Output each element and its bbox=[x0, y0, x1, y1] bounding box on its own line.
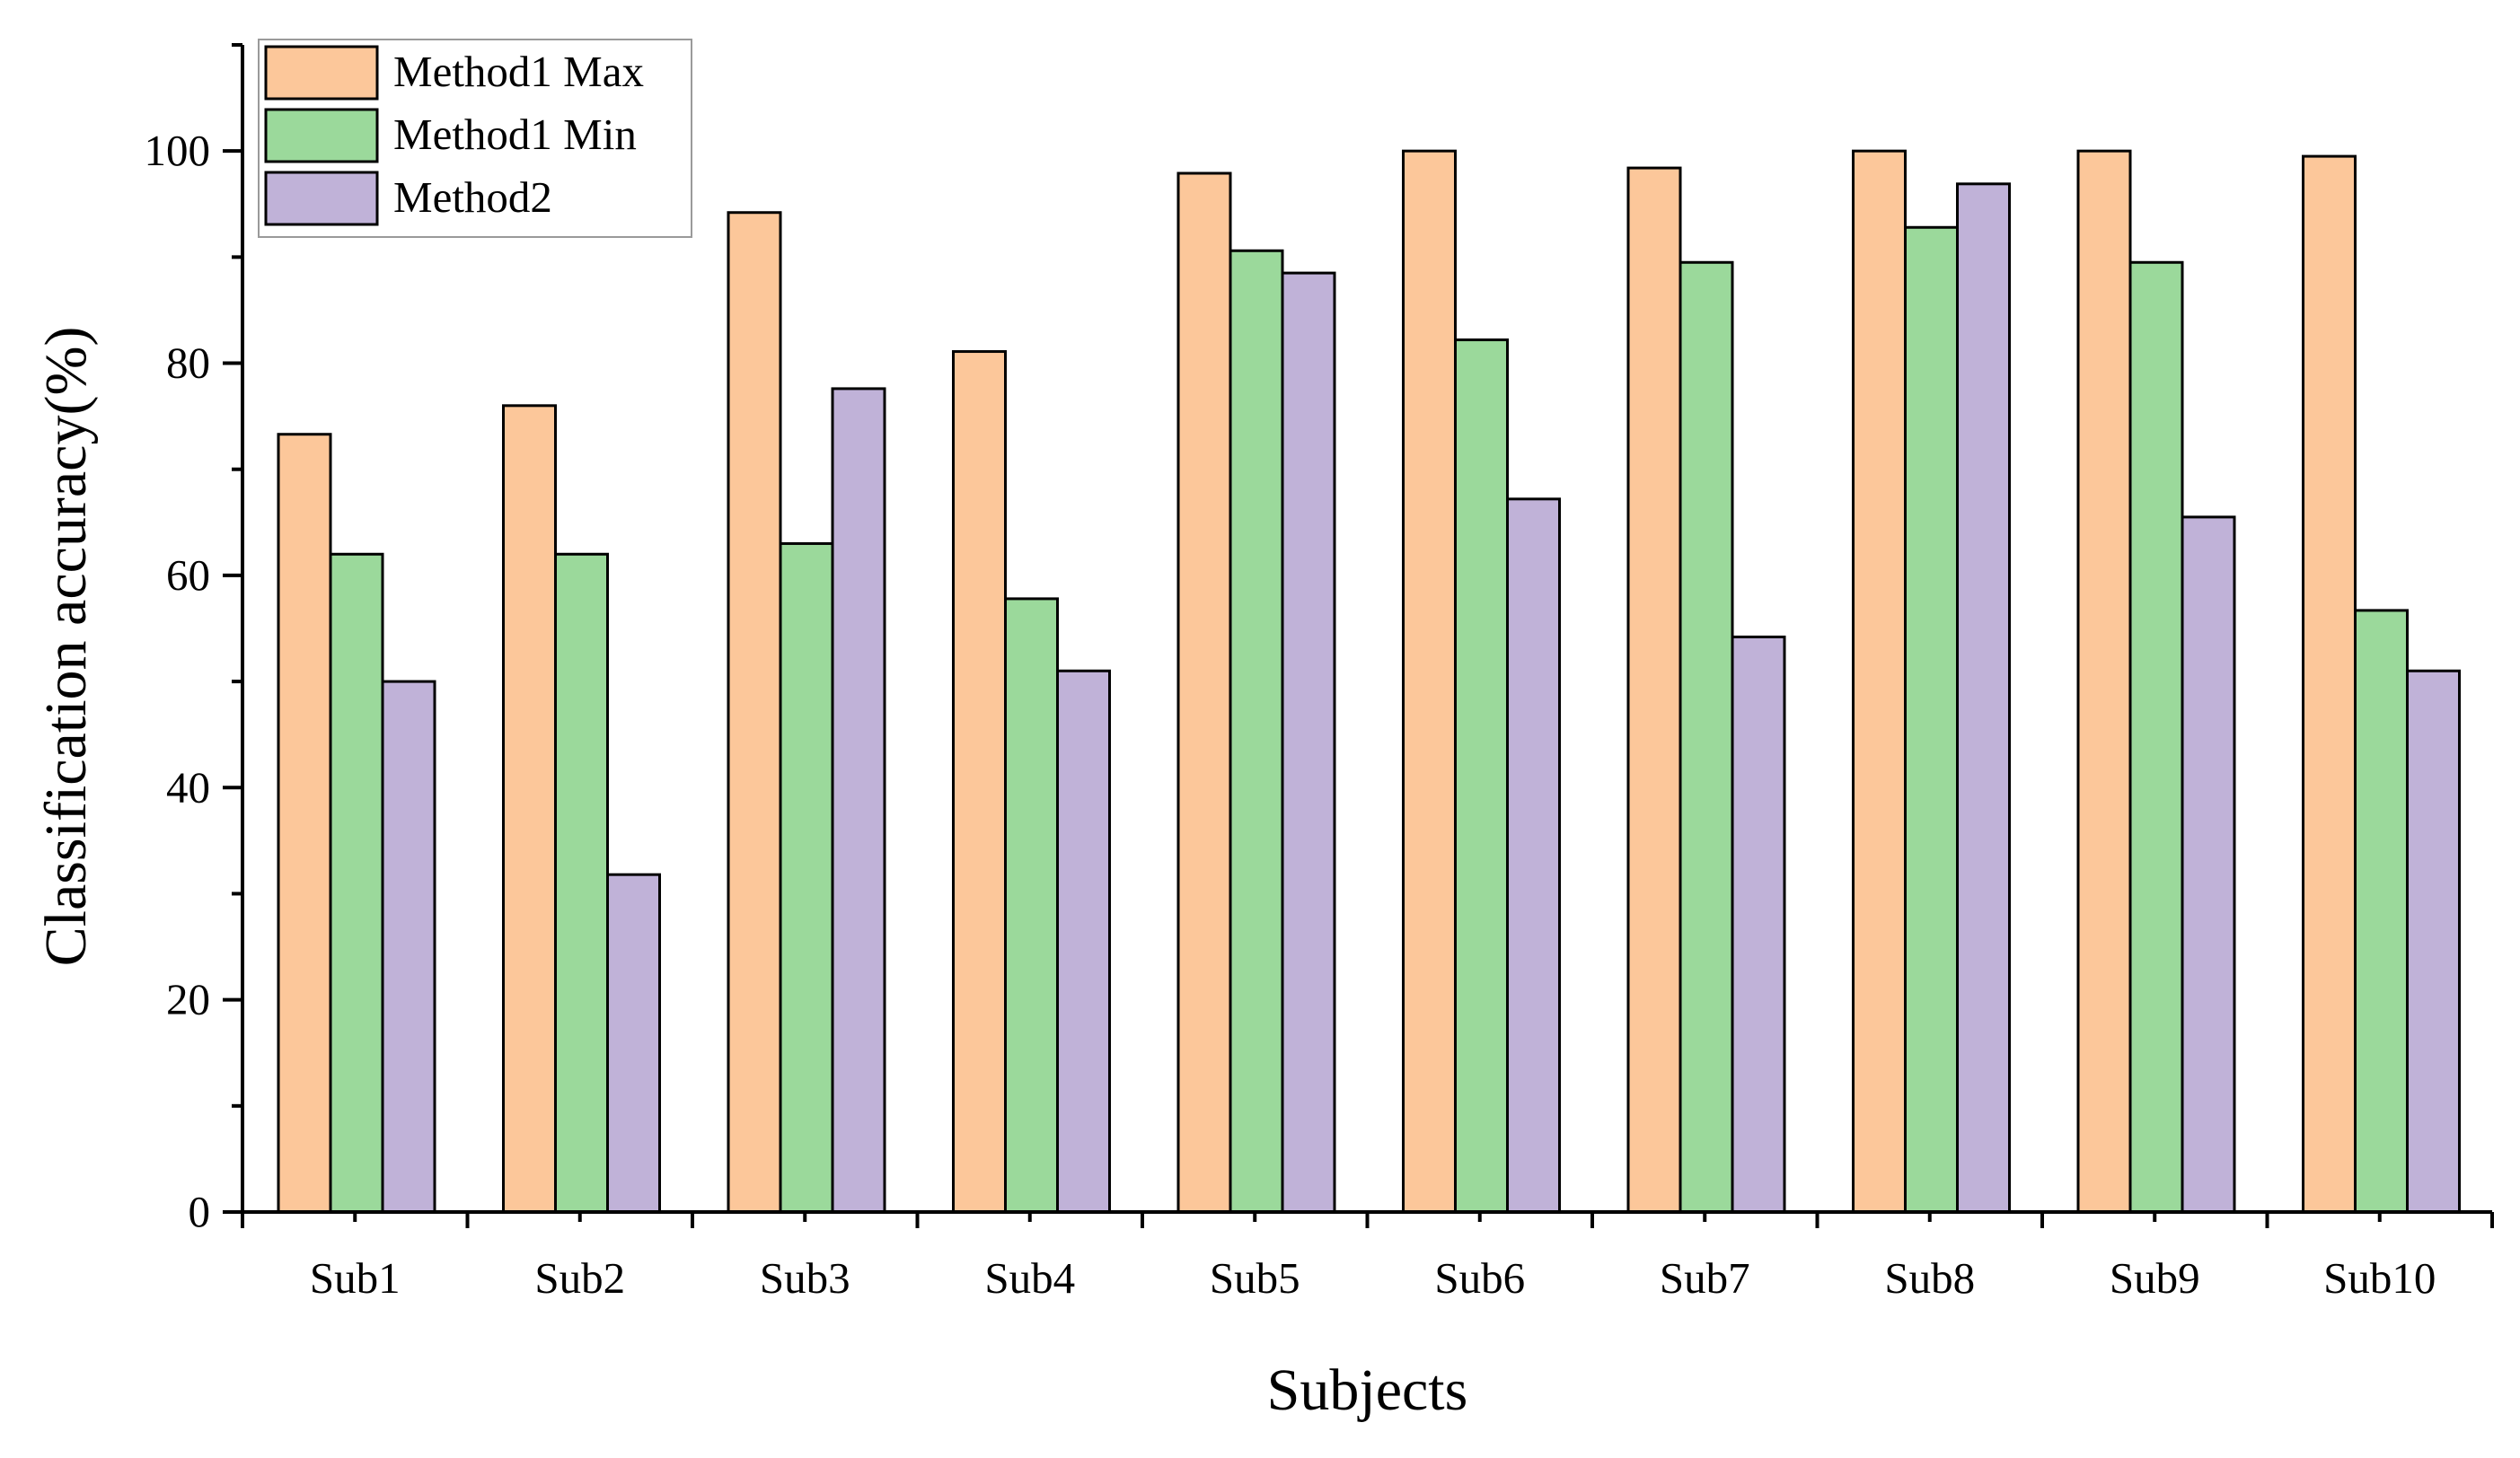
bar-sub1-series-1 bbox=[277, 433, 332, 1214]
bar-sub1-series-2 bbox=[329, 552, 384, 1214]
bars-layer bbox=[277, 149, 2461, 1214]
legend-swatch-series-3 bbox=[264, 171, 379, 226]
x-tick-label-sub4: Sub4 bbox=[984, 1253, 1075, 1303]
legend-swatch-series-1 bbox=[264, 45, 379, 101]
bar-sub2-series-1 bbox=[502, 404, 557, 1214]
bar-sub4-series-2 bbox=[1004, 597, 1059, 1214]
bar-sub10-series-3 bbox=[2406, 669, 2461, 1214]
bar-sub8-series-1 bbox=[1852, 149, 1907, 1214]
y-axis-title: Classification accuracy(%) bbox=[33, 327, 99, 967]
bar-sub6-series-3 bbox=[1506, 497, 1561, 1214]
bar-sub5-series-1 bbox=[1176, 171, 1232, 1214]
bar-sub5-series-2 bbox=[1229, 249, 1284, 1214]
x-tick-label-sub7: Sub7 bbox=[1660, 1253, 1750, 1303]
y-tick-label: 40 bbox=[166, 762, 210, 812]
y-tick-label: 0 bbox=[189, 1187, 211, 1236]
legend-label-series-2: Method1 Min bbox=[393, 110, 637, 159]
y-tick-label: 100 bbox=[145, 126, 211, 175]
bar-sub10-series-2 bbox=[2354, 609, 2409, 1214]
x-ticks: Sub1 Sub2 Sub3 Sub4 Sub5 Sub6 Sub7 Sub8 Sub9 Sub1… bbox=[241, 1212, 2494, 1303]
legend: Method1 Max Method1 Min Method2 bbox=[258, 39, 692, 238]
bar-sub6-series-1 bbox=[1402, 149, 1457, 1214]
bar-sub3-series-2 bbox=[779, 541, 834, 1214]
bar-sub7-series-3 bbox=[1731, 635, 1786, 1214]
x-axis-title: Subjects bbox=[1267, 1357, 1468, 1423]
y-ticks: 0 20 40 60 80 100 bbox=[145, 43, 242, 1236]
bar-sub3-series-1 bbox=[727, 211, 782, 1214]
bar-sub1-series-3 bbox=[381, 680, 436, 1214]
bar-sub6-series-2 bbox=[1454, 338, 1509, 1214]
bar-sub2-series-2 bbox=[554, 552, 609, 1214]
bar-sub7-series-2 bbox=[1679, 260, 1734, 1214]
x-tick-label-sub5: Sub5 bbox=[1210, 1253, 1300, 1303]
bar-sub9-series-2 bbox=[2128, 260, 2184, 1214]
bar-sub9-series-1 bbox=[2076, 149, 2132, 1214]
legend-label-series-3: Method2 bbox=[393, 172, 552, 222]
x-tick-label-sub1: Sub1 bbox=[310, 1253, 401, 1303]
bar-sub5-series-3 bbox=[1281, 271, 1336, 1214]
x-tick-label-sub9: Sub9 bbox=[2110, 1253, 2200, 1303]
x-tick-label-sub6: Sub6 bbox=[1434, 1253, 1525, 1303]
y-tick-label: 20 bbox=[166, 975, 210, 1024]
bar-sub3-series-3 bbox=[831, 387, 886, 1214]
legend-label-series-1: Method1 Max bbox=[393, 47, 644, 96]
bar-sub8-series-2 bbox=[1904, 225, 1959, 1214]
y-tick-label: 80 bbox=[166, 338, 210, 388]
y-tick-label: 60 bbox=[166, 550, 210, 600]
bar-sub9-series-3 bbox=[2181, 515, 2236, 1214]
x-tick-label-sub3: Sub3 bbox=[760, 1253, 850, 1303]
x-tick-label-sub8: Sub8 bbox=[1884, 1253, 1975, 1303]
bar-sub7-series-1 bbox=[1626, 166, 1682, 1214]
bar-sub2-series-3 bbox=[606, 873, 661, 1214]
x-tick-label-sub2: Sub2 bbox=[534, 1253, 625, 1303]
bar-sub8-series-3 bbox=[1956, 182, 2011, 1214]
legend-swatch-series-2 bbox=[264, 108, 379, 163]
bar-sub4-series-1 bbox=[952, 350, 1007, 1214]
x-tick-label-sub10: Sub10 bbox=[2323, 1253, 2436, 1303]
bar-sub10-series-1 bbox=[2302, 154, 2357, 1214]
bar-sub4-series-3 bbox=[1056, 669, 1111, 1214]
